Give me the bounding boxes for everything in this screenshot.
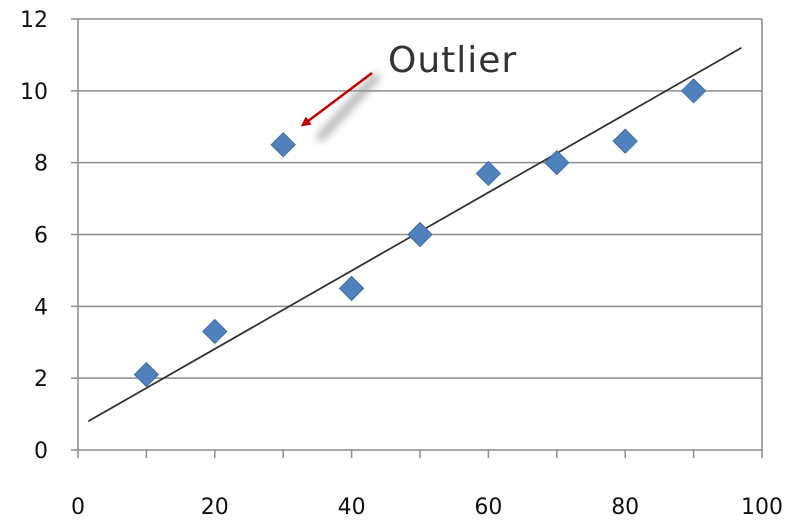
y-tick-label-6: 6: [34, 224, 48, 249]
data-point-6: [475, 160, 502, 187]
data-point-2: [202, 318, 228, 345]
annotations: Outlier: [300, 40, 517, 142]
outlier-annotation-label: Outlier: [388, 40, 517, 81]
x-tick-label-100: 100: [741, 495, 783, 520]
x-tick-label-0: 0: [71, 495, 85, 520]
data-point-3: [270, 132, 296, 158]
annotation-arrow: [300, 72, 373, 127]
y-tick-label-0: 0: [34, 439, 48, 464]
y-tick-label-12: 12: [20, 8, 48, 33]
data-point-4: [338, 275, 365, 302]
axes: [71, 18, 763, 458]
y-tick-label-4: 4: [34, 295, 48, 320]
x-tick-label-40: 40: [338, 495, 366, 520]
y-tick-label-10: 10: [20, 80, 48, 105]
data-point-5: [407, 221, 433, 248]
data-point-7: [544, 149, 570, 176]
annotation-arrow-shadow: [316, 73, 380, 142]
data-point-1: [133, 361, 160, 388]
x-tick-label-60: 60: [474, 495, 502, 520]
data-points: [133, 78, 707, 388]
tick-labels: 0 2 4 6 8 10 12 0 20 40 60 80 100: [20, 8, 783, 520]
data-point-8: [612, 128, 638, 154]
x-tick-label-80: 80: [611, 495, 639, 520]
y-tick-label-8: 8: [34, 152, 48, 177]
data-point-9: [680, 78, 707, 104]
x-tick-label-20: 20: [201, 495, 229, 520]
y-tick-label-2: 2: [34, 367, 48, 392]
